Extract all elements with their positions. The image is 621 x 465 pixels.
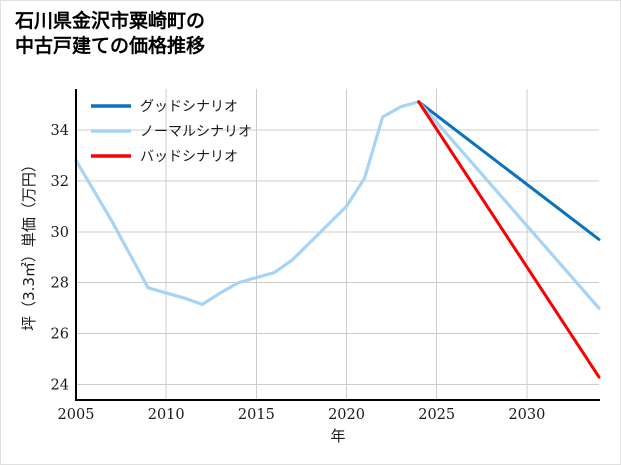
series-line bbox=[417, 100, 601, 379]
y-gridlines bbox=[76, 129, 599, 386]
legend-label: バッドシナリオ bbox=[140, 149, 238, 165]
y-tick-label: 34 bbox=[51, 123, 69, 139]
y-tick-label: 30 bbox=[51, 225, 69, 241]
y-tick-label: 32 bbox=[51, 174, 69, 190]
x-tick-label: 2005 bbox=[58, 407, 95, 423]
x-tick-label: 2010 bbox=[148, 407, 185, 423]
x-tick-label: 2030 bbox=[508, 407, 545, 423]
axis-spines bbox=[74, 89, 600, 402]
series-line bbox=[417, 100, 601, 241]
x-tick-labels: 2005 2010 2015 2020 2025 2030 bbox=[58, 407, 546, 423]
x-tick-label: 2025 bbox=[418, 407, 455, 423]
legend-label: グッドシナリオ bbox=[140, 99, 238, 115]
x-axis-title: 年 bbox=[330, 427, 345, 445]
y-tick-label: 26 bbox=[51, 327, 69, 343]
y-tick-labels: 24 26 28 30 32 34 bbox=[51, 123, 69, 394]
x-tick-label: 2015 bbox=[238, 407, 275, 423]
chart-title: 石川県金沢市粟崎町の 中古戸建ての価格推移 bbox=[15, 10, 206, 57]
data-series-group bbox=[74, 100, 601, 379]
y-tick-label: 24 bbox=[51, 378, 69, 394]
series-line bbox=[74, 100, 601, 310]
x-tick-label: 2020 bbox=[328, 407, 365, 423]
y-axis-title: 坪（3.3㎡）単価（万円） bbox=[20, 157, 38, 331]
legend-label: ノーマルシナリオ bbox=[140, 124, 252, 140]
y-tick-label: 28 bbox=[51, 276, 69, 292]
